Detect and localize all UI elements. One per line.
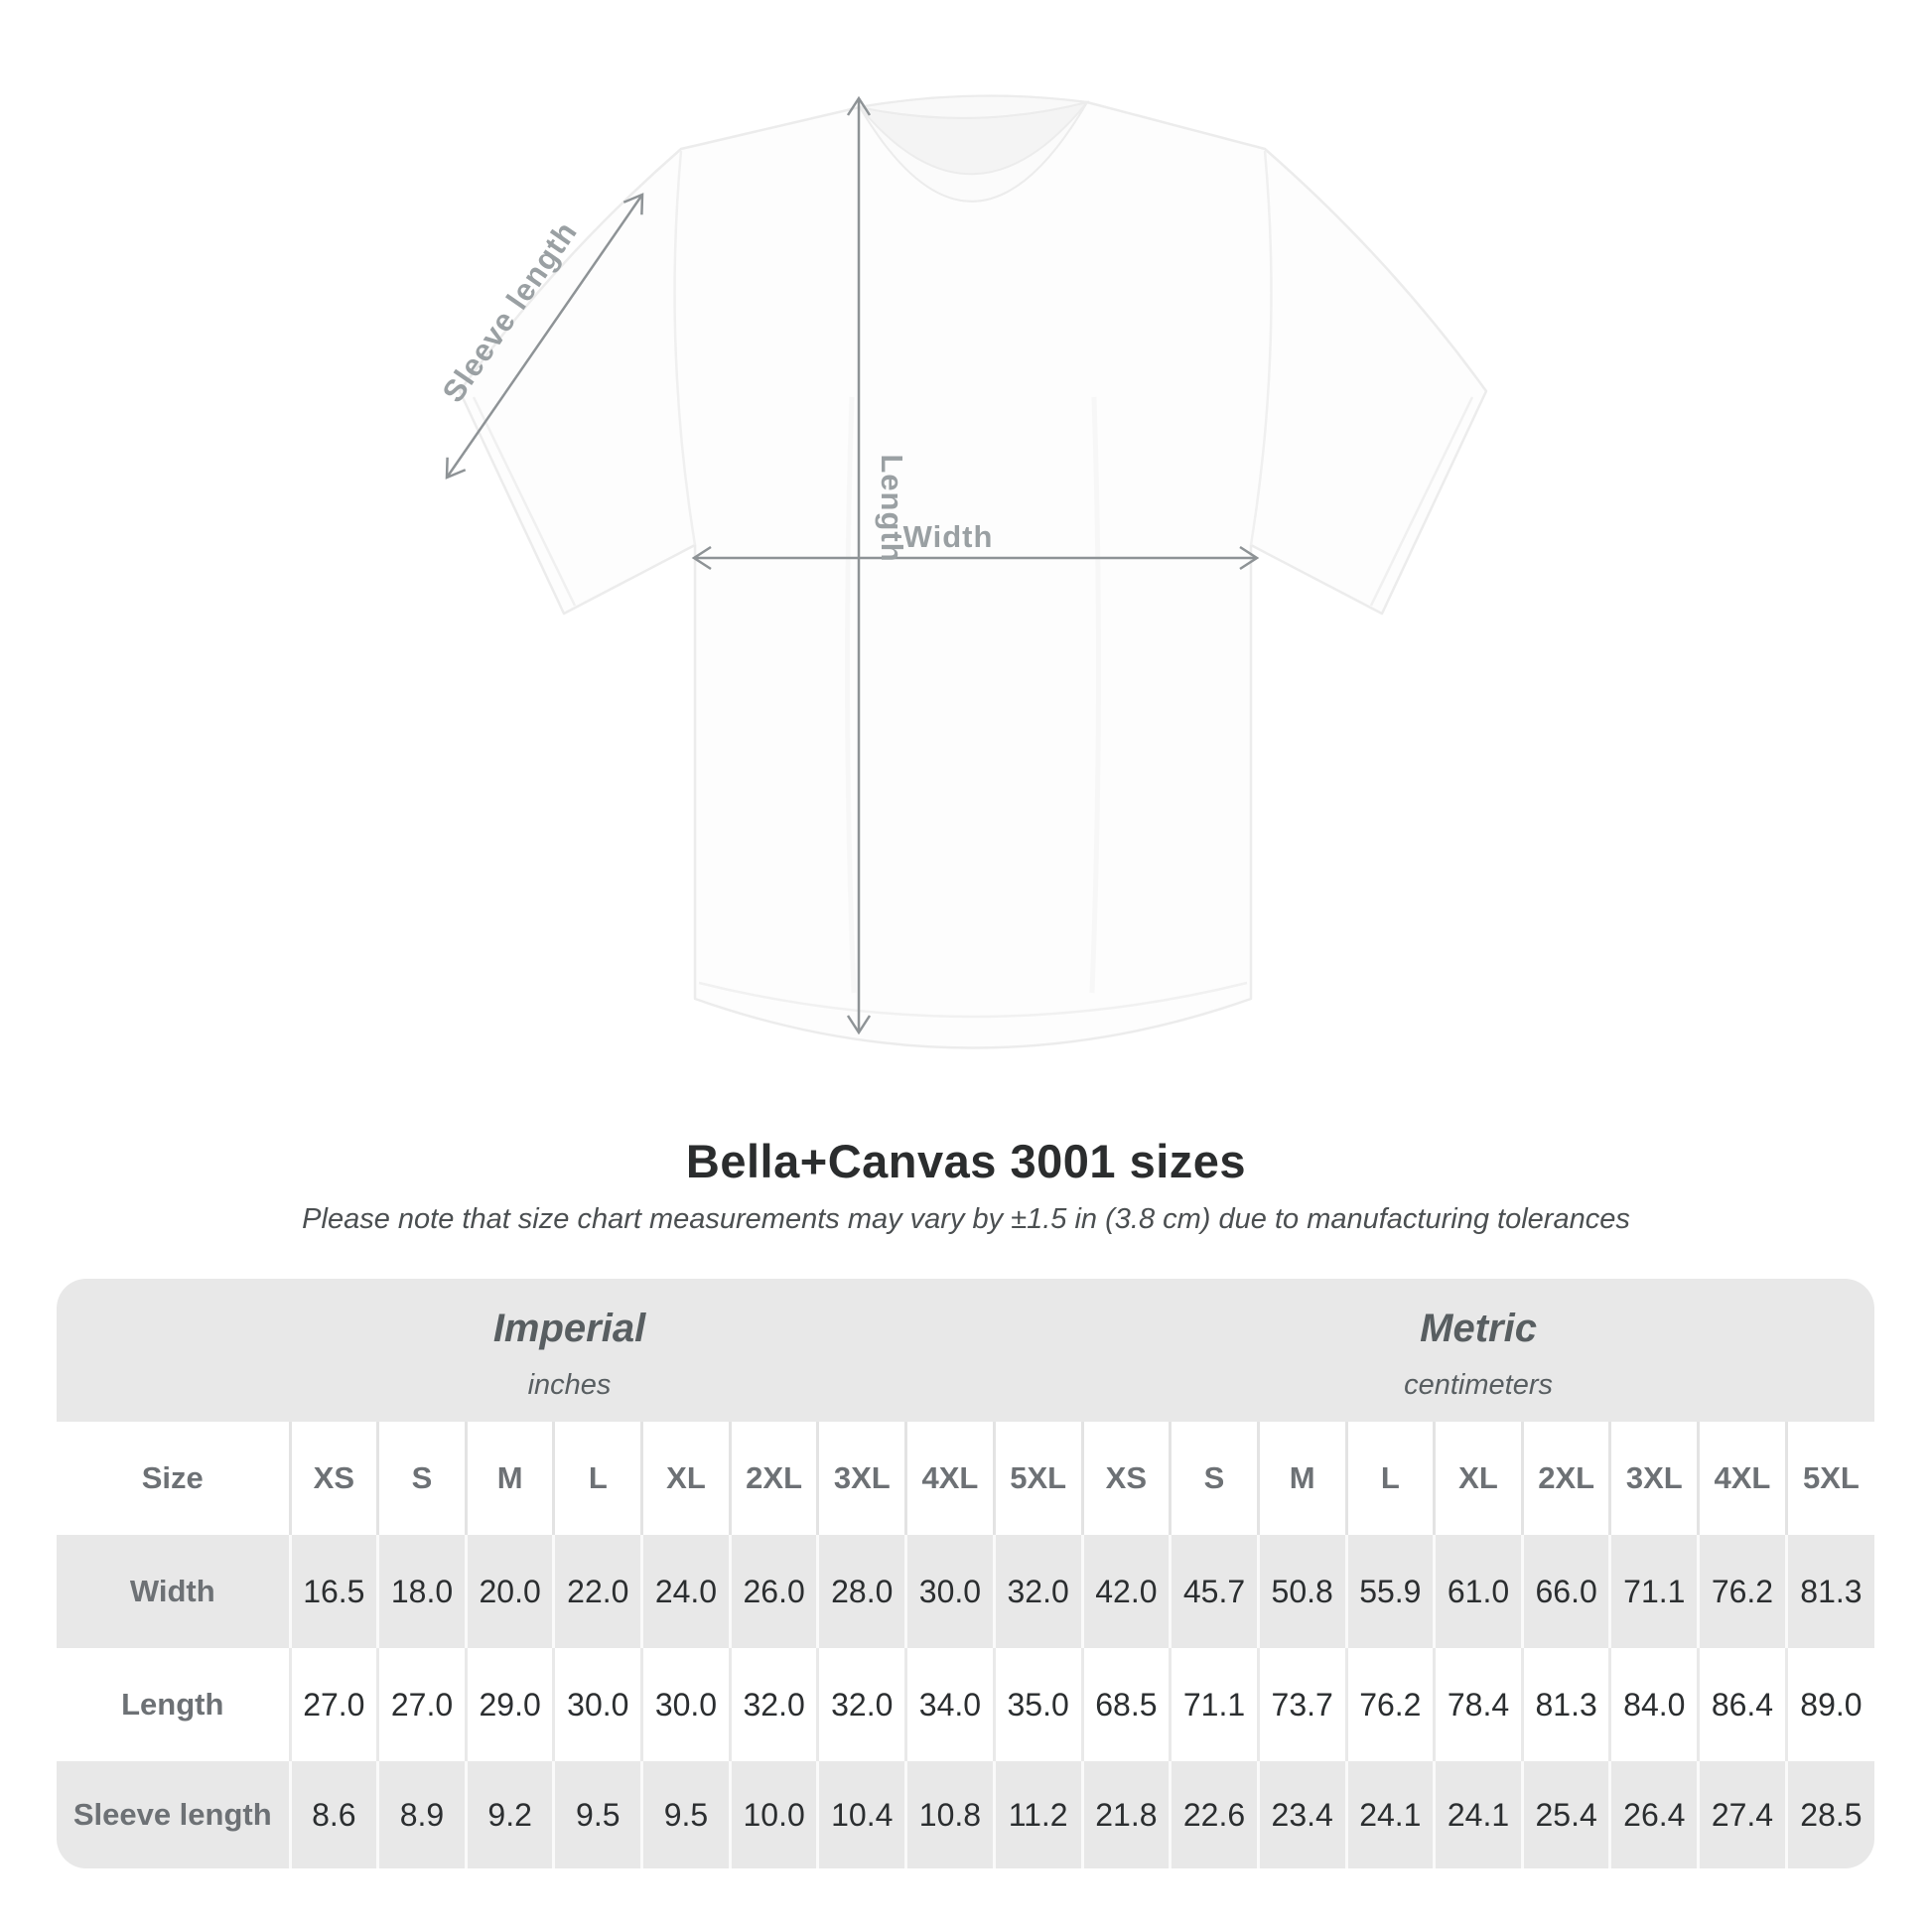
page-title: Bella+Canvas 3001 sizes (685, 1135, 1247, 1187)
value-cell: 81.3 (1784, 1535, 1874, 1648)
value-cell: 76.2 (1697, 1535, 1787, 1648)
value-cell: 81.3 (1520, 1648, 1610, 1761)
value-cell: 30.0 (640, 1648, 731, 1761)
value-cell: 28.5 (1784, 1761, 1874, 1868)
value-cell: 25.4 (1520, 1761, 1610, 1868)
metric-group-header: Metric centimeters (1082, 1279, 1874, 1422)
value-cell: 18.0 (376, 1535, 467, 1648)
value-cell: 26.0 (728, 1535, 818, 1648)
value-cell: 23.4 (1256, 1761, 1346, 1868)
size-header-row: Size XS S M L XL 2XL 3XL 4XL 5XL XS S M … (57, 1422, 1874, 1535)
size-header-cell: 3XL (816, 1422, 906, 1535)
value-cell: 55.9 (1344, 1535, 1435, 1648)
tolerance-note: Please note that size chart measurements… (302, 1203, 1630, 1235)
size-header-cell: XS (1080, 1422, 1171, 1535)
size-col-header: Size (57, 1422, 290, 1535)
front-collar (859, 101, 1088, 203)
size-header-cell: XL (1433, 1422, 1523, 1535)
value-cell: 30.0 (904, 1535, 995, 1648)
value-cell: 10.0 (728, 1761, 818, 1868)
metric-group-label: Metric (1420, 1307, 1537, 1350)
width-row: Width 16.5 18.0 20.0 22.0 24.0 26.0 28.0… (57, 1535, 1874, 1648)
size-header-cell: 2XL (728, 1422, 818, 1535)
value-cell: 27.0 (288, 1648, 378, 1761)
value-cell: 22.0 (552, 1535, 642, 1648)
value-cell: 45.7 (1169, 1535, 1259, 1648)
value-cell: 27.4 (1697, 1761, 1787, 1868)
value-cell: 8.9 (376, 1761, 467, 1868)
size-header-cell: M (1256, 1422, 1346, 1535)
value-cell: 28.0 (816, 1535, 906, 1648)
value-cell: 24.0 (640, 1535, 731, 1648)
value-cell: 34.0 (904, 1648, 995, 1761)
unit-group-row: Imperial inches Metric centimeters (57, 1279, 1874, 1422)
sleeve-length-row: Sleeve length 8.6 8.9 9.2 9.5 9.5 10.0 1… (57, 1761, 1874, 1868)
imperial-group-unit: inches (527, 1369, 612, 1401)
value-cell: 61.0 (1433, 1535, 1523, 1648)
value-cell: 89.0 (1784, 1648, 1874, 1761)
value-cell: 35.0 (992, 1648, 1083, 1761)
value-cell: 32.0 (992, 1535, 1083, 1648)
length-dimension-label: Length (875, 454, 909, 562)
size-header-cell: M (464, 1422, 554, 1535)
tshirt-diagram: Width Length Sleeve length (436, 94, 1488, 1049)
size-table: Imperial inches Metric centimeters Size … (57, 1279, 1874, 1868)
imperial-group-label: Imperial (492, 1307, 646, 1350)
value-cell: 9.2 (464, 1761, 554, 1868)
value-cell: 8.6 (288, 1761, 378, 1868)
value-cell: 10.4 (816, 1761, 906, 1868)
imperial-group-header: Imperial inches (57, 1279, 1083, 1422)
value-cell: 42.0 (1080, 1535, 1171, 1648)
size-header-cell: 3XL (1608, 1422, 1699, 1535)
dimension-arrows (445, 95, 1260, 1035)
value-cell: 27.0 (376, 1648, 467, 1761)
value-cell: 68.5 (1080, 1648, 1171, 1761)
size-header-cell: 2XL (1520, 1422, 1610, 1535)
value-cell: 86.4 (1697, 1648, 1787, 1761)
value-cell: 78.4 (1433, 1648, 1523, 1761)
size-header-cell: S (1169, 1422, 1259, 1535)
width-dimension-label: Width (903, 519, 994, 554)
size-header-cell: 4XL (1697, 1422, 1787, 1535)
value-cell: 24.1 (1344, 1761, 1435, 1868)
value-cell: 9.5 (552, 1761, 642, 1868)
value-cell: 73.7 (1256, 1648, 1346, 1761)
value-cell: 11.2 (992, 1761, 1083, 1868)
value-cell: 26.4 (1608, 1761, 1699, 1868)
row-label-sleeve-length: Sleeve length (57, 1761, 290, 1868)
value-cell: 22.6 (1169, 1761, 1259, 1868)
value-cell: 9.5 (640, 1761, 731, 1868)
row-label-width: Width (57, 1535, 290, 1648)
length-row: Length 27.0 27.0 29.0 30.0 30.0 32.0 32.… (57, 1648, 1874, 1761)
tshirt-shape (458, 94, 1488, 1049)
metric-group-unit: centimeters (1404, 1369, 1553, 1401)
value-cell: 16.5 (288, 1535, 378, 1648)
value-cell: 32.0 (816, 1648, 906, 1761)
value-cell: 29.0 (464, 1648, 554, 1761)
size-header-cell: S (376, 1422, 467, 1535)
size-header-cell: L (1344, 1422, 1435, 1535)
value-cell: 71.1 (1169, 1648, 1259, 1761)
value-cell: 32.0 (728, 1648, 818, 1761)
size-header-cell: 5XL (992, 1422, 1083, 1535)
value-cell: 71.1 (1608, 1535, 1699, 1648)
size-header-cell: 5XL (1784, 1422, 1874, 1535)
value-cell: 24.1 (1433, 1761, 1523, 1868)
sleeve-length-arrow (445, 193, 644, 480)
value-cell: 21.8 (1080, 1761, 1171, 1868)
size-table-grid: Imperial inches Metric centimeters Size … (57, 1279, 1874, 1868)
value-cell: 84.0 (1608, 1648, 1699, 1761)
value-cell: 10.8 (904, 1761, 995, 1868)
size-header-cell: 4XL (904, 1422, 995, 1535)
value-cell: 50.8 (1256, 1535, 1346, 1648)
value-cell: 76.2 (1344, 1648, 1435, 1761)
row-label-length: Length (57, 1648, 290, 1761)
size-header-cell: XL (640, 1422, 731, 1535)
size-header-cell: XS (288, 1422, 378, 1535)
size-header-cell: L (552, 1422, 642, 1535)
value-cell: 20.0 (464, 1535, 554, 1648)
value-cell: 66.0 (1520, 1535, 1610, 1648)
value-cell: 30.0 (552, 1648, 642, 1761)
